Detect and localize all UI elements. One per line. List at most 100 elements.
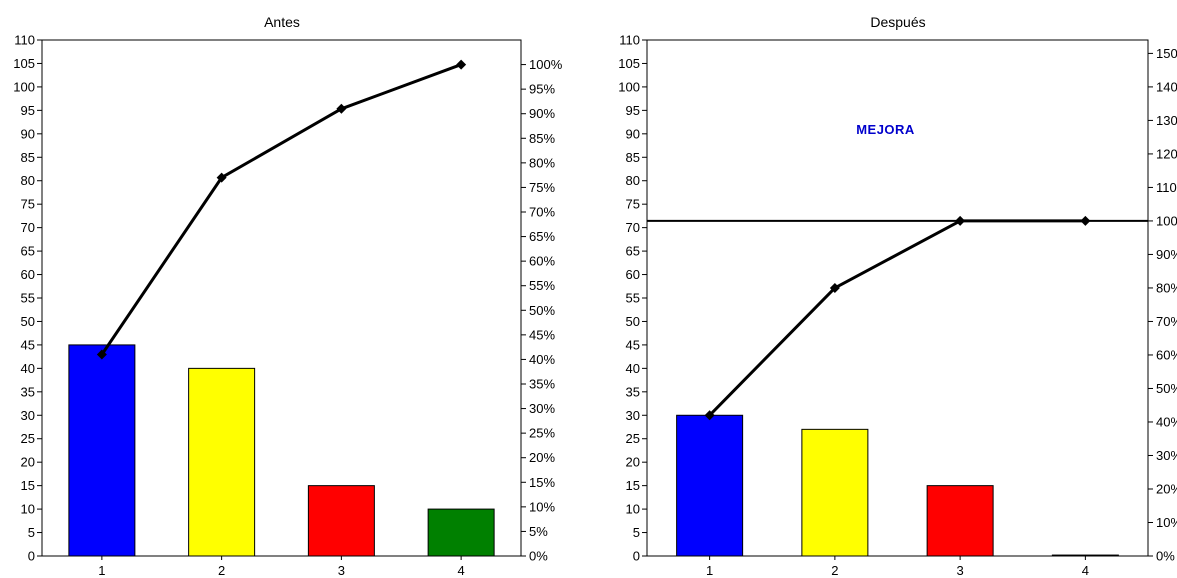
chart-title: Después <box>870 14 925 30</box>
y2-tick-label: 50% <box>1156 381 1177 396</box>
y2-tick-label: 50% <box>529 303 555 318</box>
bar-4 <box>427 508 495 557</box>
x-tick-label: 3 <box>957 563 964 578</box>
y2-tick-label: 80% <box>529 155 555 170</box>
y2-tick-label: 20% <box>529 450 555 465</box>
y-tick-label: 35 <box>626 384 640 399</box>
y2-tick-label: 70% <box>1156 314 1177 329</box>
x-tick-label: 2 <box>831 563 838 578</box>
y-tick-label: 55 <box>21 291 35 306</box>
x-tick-label: 1 <box>706 563 713 578</box>
y2-tick-label: 110% <box>1156 180 1177 195</box>
y2-tick-label: 30% <box>1156 448 1177 463</box>
x-tick-label: 3 <box>338 563 345 578</box>
y2-tick-label: 30% <box>529 401 555 416</box>
cumulative-point <box>955 215 966 226</box>
cumulative-point <box>1080 215 1091 226</box>
y2-tick-label: 80% <box>1156 280 1177 295</box>
y-tick-label: 100 <box>618 79 640 94</box>
y2-tick-label: 0% <box>529 549 548 564</box>
cumulative-point <box>216 172 227 183</box>
bar-2 <box>188 367 256 557</box>
y-tick-label: 105 <box>618 56 640 71</box>
x-tick-label: 4 <box>1082 563 1089 578</box>
cumulative-point <box>829 282 840 293</box>
y-tick-label: 105 <box>13 56 35 71</box>
y2-tick-label: 65% <box>529 229 555 244</box>
y-tick-label: 20 <box>626 455 640 470</box>
y2-tick-label: 120% <box>1156 146 1177 161</box>
y-tick-label: 20 <box>21 455 35 470</box>
chart-2: Después 0 5 10 15 20 25 30 35 40 45 50 55 60 65 70 75 80 8… <box>618 14 1177 578</box>
y2-tick-label: 35% <box>529 377 555 392</box>
y-tick-label: 60 <box>626 267 640 282</box>
y2-tick-label: 95% <box>529 82 555 97</box>
y-tick-label: 80 <box>626 173 640 188</box>
y-tick-label: 15 <box>626 478 640 493</box>
y2-tick-label: 40% <box>1156 414 1177 429</box>
y-tick-label: 90 <box>21 126 35 141</box>
y-tick-label: 40 <box>626 361 640 376</box>
y-tick-label: 75 <box>626 197 640 212</box>
y2-tick-label: 20% <box>1156 481 1177 496</box>
cumulative-line <box>100 63 462 356</box>
y-tick-label: 50 <box>626 314 640 329</box>
bar-1 <box>68 344 136 557</box>
y2-tick-label: 10% <box>529 499 555 514</box>
y2-tick-label: 90% <box>1156 247 1177 262</box>
y-tick-label: 10 <box>626 502 640 517</box>
x-tick-label: 4 <box>458 563 465 578</box>
x-tick-label: 1 <box>98 563 105 578</box>
y-tick-label: 60 <box>21 267 35 282</box>
y-tick-label: 40 <box>21 361 35 376</box>
y-tick-label: 35 <box>21 384 35 399</box>
bar-1 <box>676 414 744 557</box>
bar-2 <box>801 428 869 557</box>
chart-1: Antes 0 5 10 15 20 25 30 35 40 45 50 55 60 65 70 75 80 85 9… <box>13 14 562 578</box>
y-tick-label: 110 <box>619 33 640 48</box>
y-tick-label: 10 <box>21 502 35 517</box>
y-tick-label: 70 <box>21 220 35 235</box>
annotation-label: MEJORA <box>856 122 915 137</box>
y-tick-label: 95 <box>626 103 640 118</box>
bar-3 <box>926 485 994 557</box>
chart-title: Antes <box>264 14 300 30</box>
bar-3 <box>307 485 375 557</box>
y-tick-label: 100 <box>13 79 35 94</box>
y2-tick-label: 55% <box>529 278 555 293</box>
cumulative-line <box>708 219 1086 417</box>
y-tick-label: 30 <box>626 408 640 423</box>
y-tick-label: 70 <box>626 220 640 235</box>
y2-tick-label: 75% <box>529 180 555 195</box>
cumulative-point <box>704 410 715 421</box>
y2-tick-label: 70% <box>529 205 555 220</box>
y2-tick-label: 25% <box>529 426 555 441</box>
cumulative-point <box>336 103 347 114</box>
y2-tick-label: 100% <box>1156 213 1177 228</box>
y2-tick-label: 140% <box>1156 79 1177 94</box>
y2-tick-label: 150% <box>1156 46 1177 61</box>
y-tick-label: 85 <box>626 150 640 165</box>
y-tick-label: 0 <box>633 549 640 564</box>
y-tick-label: 85 <box>21 150 35 165</box>
y-tick-label: 30 <box>21 408 35 423</box>
y-tick-label: 0 <box>28 549 35 564</box>
y2-tick-label: 60% <box>1156 347 1177 362</box>
y-tick-label: 110 <box>14 33 35 48</box>
cumulative-point <box>96 349 107 360</box>
y2-tick-label: 10% <box>1156 515 1177 530</box>
y-tick-label: 25 <box>21 431 35 446</box>
y2-tick-label: 100% <box>529 57 563 72</box>
y2-tick-label: 85% <box>529 131 555 146</box>
y-tick-label: 5 <box>633 525 640 540</box>
y2-tick-label: 90% <box>529 106 555 121</box>
y-tick-label: 95 <box>21 103 35 118</box>
y-tick-label: 25 <box>626 431 640 446</box>
y-tick-label: 65 <box>21 244 35 259</box>
y2-tick-label: 15% <box>529 475 555 490</box>
y-tick-label: 50 <box>21 314 35 329</box>
y-tick-label: 75 <box>21 197 35 212</box>
y-tick-label: 45 <box>626 337 640 352</box>
y-tick-label: 90 <box>626 126 640 141</box>
